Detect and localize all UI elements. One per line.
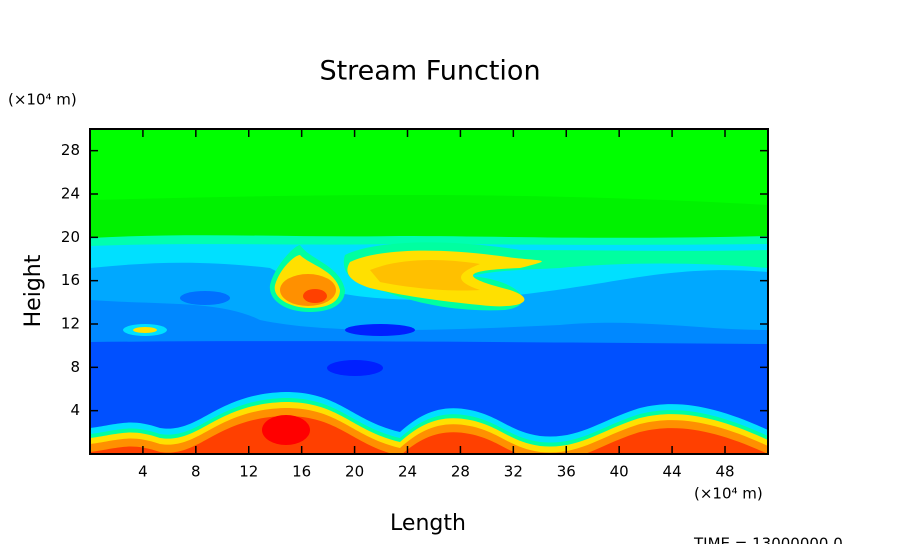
time-annotation: TIME = 13000000.0 [693, 535, 843, 544]
y-tick-label: 16 [61, 271, 80, 289]
x-tick-label: 4 [138, 463, 148, 481]
x-tick-label: 24 [398, 463, 417, 481]
x-tick-label: 32 [504, 463, 523, 481]
x-tick-label: 36 [557, 463, 576, 481]
chart-title: Stream Function [319, 56, 540, 87]
x-unit: (×10⁴ m) [694, 485, 763, 503]
y-unit: (×10⁴ m) [8, 91, 77, 109]
y-tick-label: 24 [61, 185, 80, 203]
x-tick-label: 44 [663, 463, 682, 481]
x-tick-label: 8 [191, 463, 201, 481]
x-tick-label: 16 [292, 463, 311, 481]
y-tick-label: 20 [61, 228, 80, 246]
x-axis-label: Length [390, 511, 466, 536]
x-tick-label: 28 [451, 463, 470, 481]
x-tick-label: 40 [610, 463, 629, 481]
x-tick-label: 48 [715, 463, 734, 481]
x-tick-label: 20 [345, 463, 364, 481]
contour-field [90, 129, 768, 454]
y-tick-label: 28 [61, 141, 80, 159]
y-tick-label: 12 [61, 315, 80, 333]
plot-frame [89, 128, 769, 455]
x-tick-label: 12 [239, 463, 258, 481]
y-tick-label: 4 [70, 401, 80, 419]
y-axis-label: Height [21, 254, 46, 327]
y-tick-label: 8 [70, 358, 80, 376]
